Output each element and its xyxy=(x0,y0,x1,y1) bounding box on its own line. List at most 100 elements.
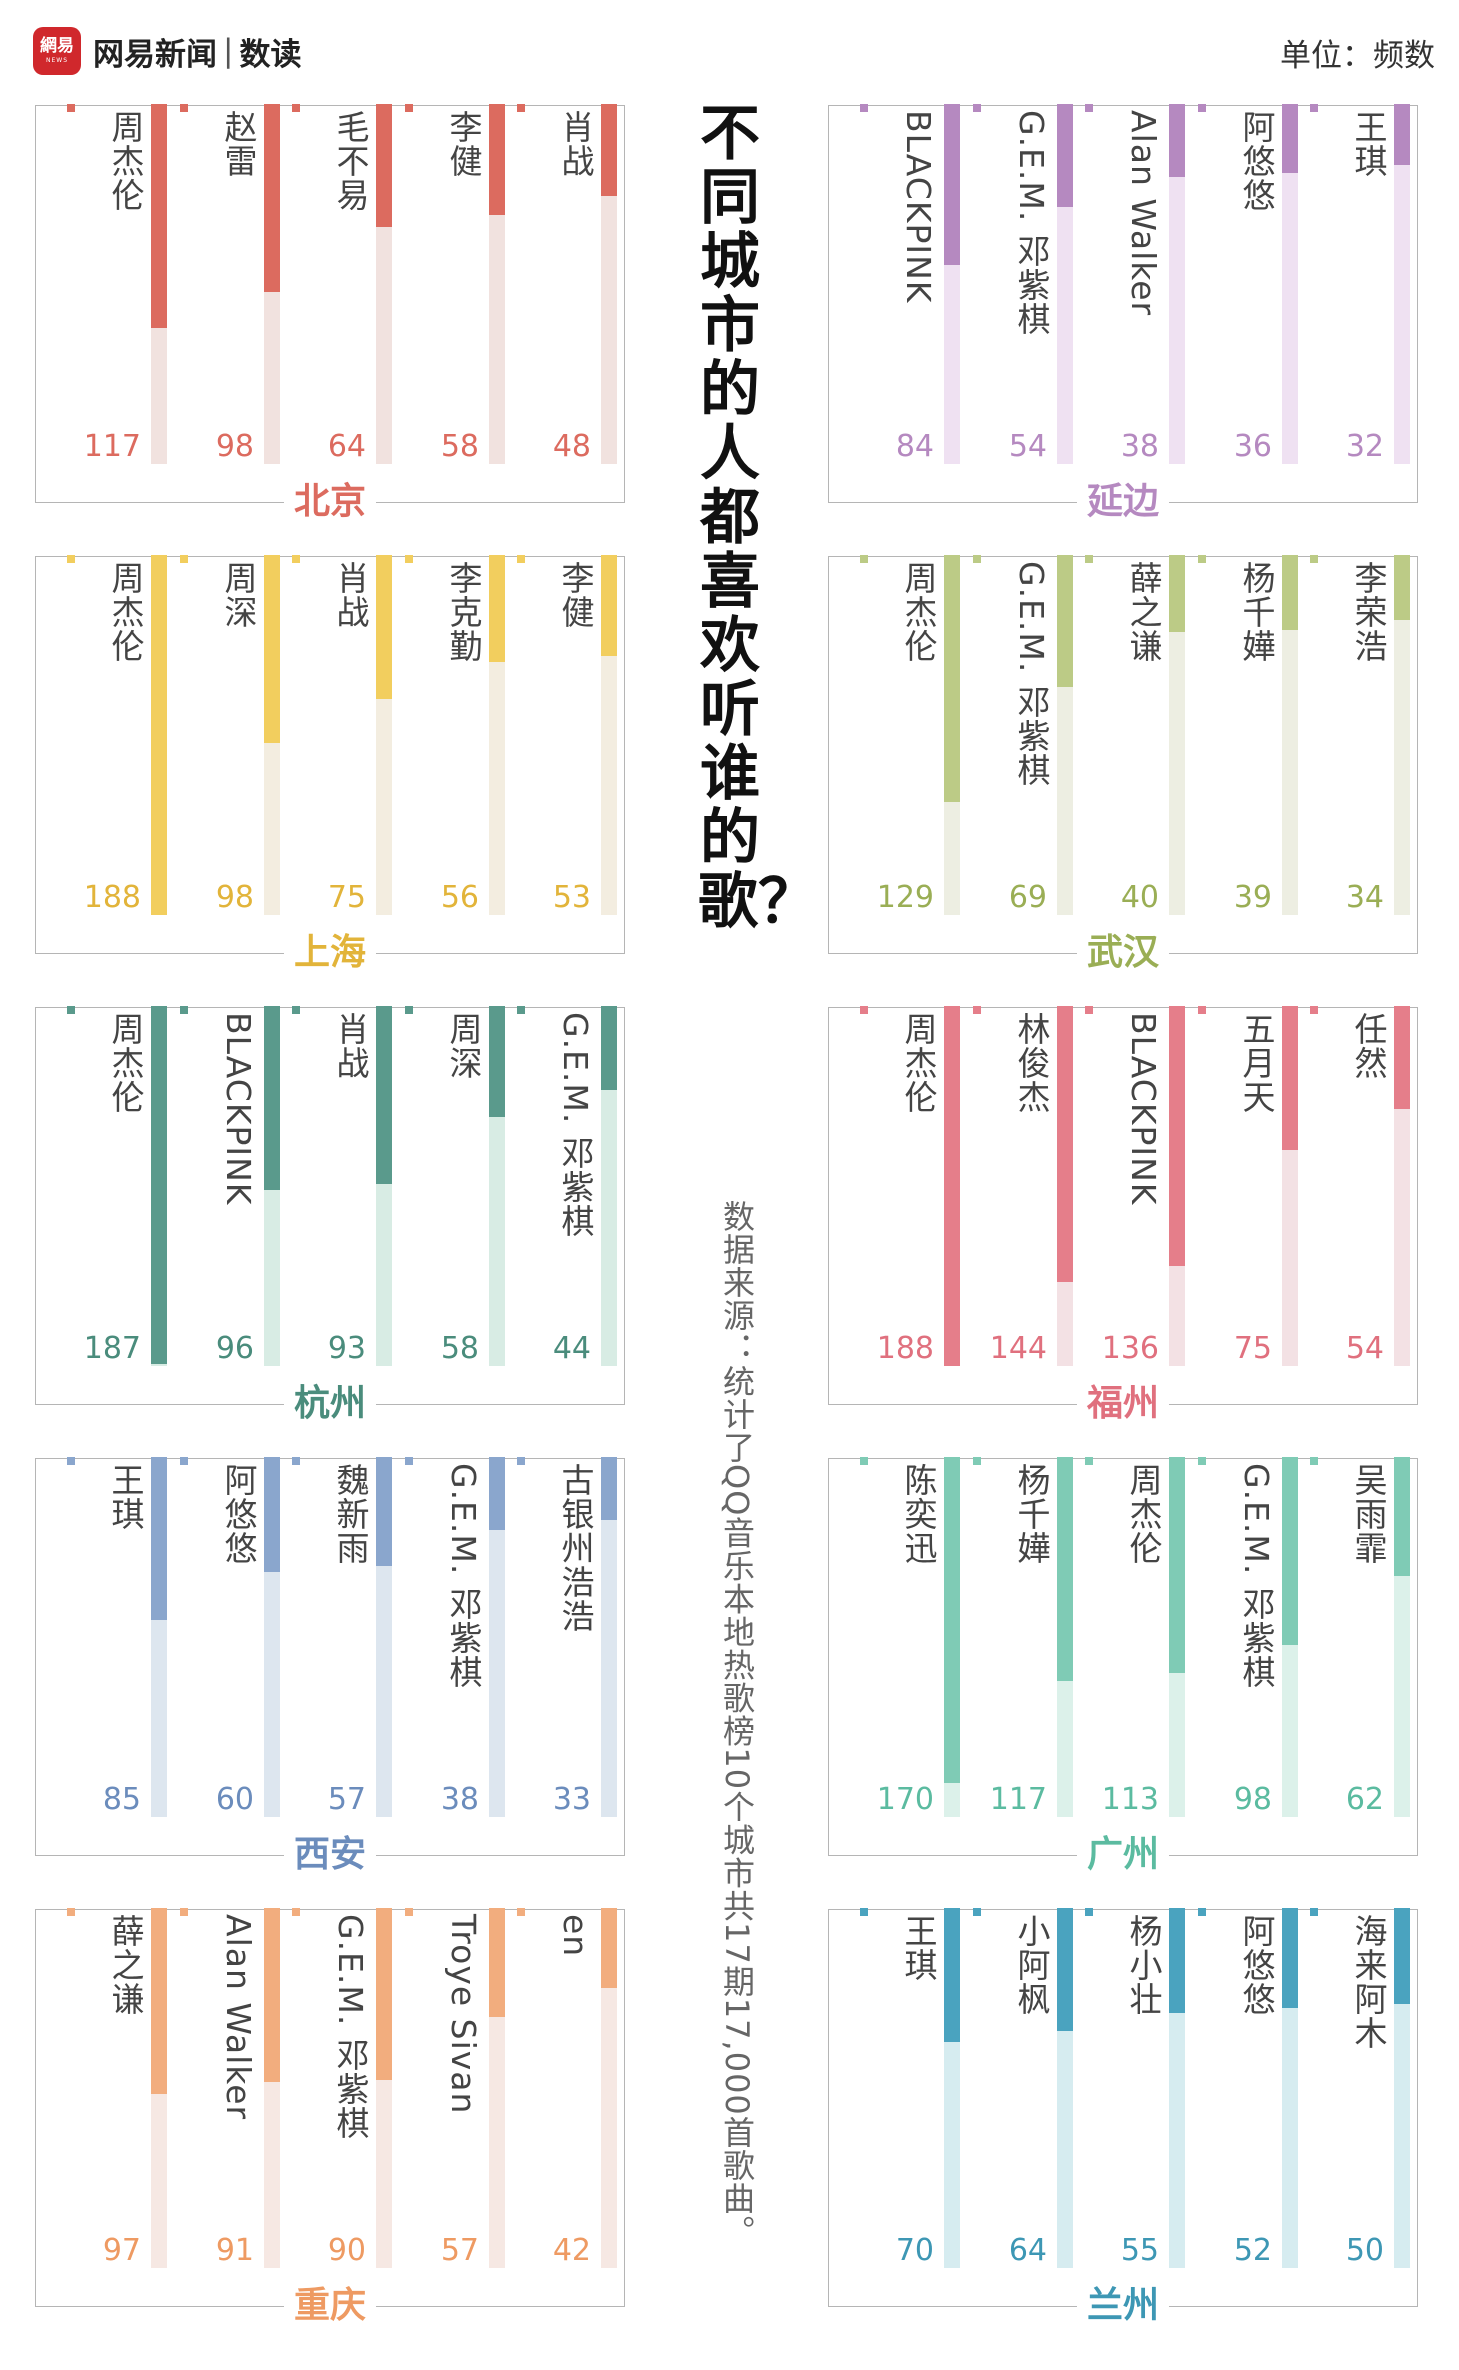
bar-tick-marker xyxy=(180,1908,188,1916)
value-label: 32 xyxy=(1345,429,1384,464)
bar xyxy=(944,104,960,265)
value-label: 62 xyxy=(1345,1782,1384,1817)
bar-column: BLACKPINK 96 xyxy=(180,1006,280,1366)
artist-label: 吴雨霏 xyxy=(1349,1463,1388,1565)
bar-track xyxy=(1169,555,1185,915)
bar-column: 吴雨霏 62 xyxy=(1310,1457,1410,1817)
artist-label: 周杰伦 xyxy=(106,110,145,212)
artist-label: 周深 xyxy=(444,1012,483,1080)
bar xyxy=(1057,1457,1073,1681)
city-panel: 周杰伦 188 周深 98 肖战 75 李克勤 56 李健 53 上海 xyxy=(35,555,625,975)
bar xyxy=(1169,555,1185,632)
artist-label: G.E.M. 邓紫棋 xyxy=(1237,1463,1276,1689)
value-label: 38 xyxy=(440,1782,479,1817)
bar-tick-marker xyxy=(67,1457,75,1465)
bar-tick-marker xyxy=(860,555,868,563)
bar-tick-marker xyxy=(1085,1908,1093,1916)
bar-tick-marker xyxy=(1310,1908,1318,1916)
bar-column: 杨千嬅 39 xyxy=(1198,555,1298,915)
bar-column: 陈奕迅 170 xyxy=(860,1457,960,1817)
bar xyxy=(1282,555,1298,630)
artist-label: 阿悠悠 xyxy=(1237,110,1276,212)
bar-tick-marker xyxy=(517,104,525,112)
bar xyxy=(264,1908,280,2082)
bar-column: G.E.M. 邓紫棋 98 xyxy=(1198,1457,1298,1817)
artist-label: 周深 xyxy=(219,561,258,629)
bar-column: G.E.M. 邓紫棋 38 xyxy=(405,1457,505,1817)
bar-column: 海来阿木 50 xyxy=(1310,1908,1410,2268)
artist-label: 毛不易 xyxy=(331,110,370,212)
value-label: 90 xyxy=(327,2233,366,2268)
value-label: 98 xyxy=(215,429,254,464)
bar-column: 周深 58 xyxy=(405,1006,505,1366)
value-label: 64 xyxy=(327,429,366,464)
value-label: 97 xyxy=(102,2233,141,2268)
value-label: 44 xyxy=(552,1331,591,1366)
bar-column: 李健 58 xyxy=(405,104,505,464)
artist-label: 周杰伦 xyxy=(899,561,938,663)
bar xyxy=(601,1006,617,1090)
artist-label: 杨千嬅 xyxy=(1237,561,1276,663)
bar-track xyxy=(1169,104,1185,464)
city-panel: 陈奕迅 170 杨千嬅 117 周杰伦 113 G.E.M. 邓紫棋 98 吴雨霏 62 广州 xyxy=(828,1457,1418,1877)
bar xyxy=(151,555,167,915)
bar-track xyxy=(601,1908,617,2268)
logo-badge-small-text: NEWS xyxy=(45,57,69,64)
city-label: 兰州 xyxy=(1076,2284,1170,2328)
bar xyxy=(376,104,392,227)
brand-name: 网易新闻 xyxy=(93,36,217,73)
artist-label: BLACKPINK xyxy=(899,110,938,304)
bar xyxy=(489,1006,505,1117)
bar xyxy=(601,1457,617,1520)
value-label: 93 xyxy=(327,1331,366,1366)
bar xyxy=(376,1006,392,1184)
bar-column: 周杰伦 117 xyxy=(67,104,167,464)
bar-tick-marker xyxy=(292,1908,300,1916)
bar-column: BLACKPINK 84 xyxy=(860,104,960,464)
city-label: 西安 xyxy=(283,1833,377,1877)
artist-label: 周杰伦 xyxy=(106,561,145,663)
bar xyxy=(376,555,392,699)
artist-label: 陈奕迅 xyxy=(899,1463,938,1565)
bar-track xyxy=(1282,104,1298,464)
artist-label: 李荣浩 xyxy=(1349,561,1388,663)
bar xyxy=(489,1908,505,2017)
city-panel: 周杰伦 129 G.E.M. 邓紫棋 69 薛之谦 40 杨千嬅 39 李荣浩 34 武汉 xyxy=(828,555,1418,975)
bar-column: 王琪 70 xyxy=(860,1908,960,2268)
bar-column: 五月天 75 xyxy=(1198,1006,1298,1366)
value-label: 39 xyxy=(1233,880,1272,915)
bar-tick-marker xyxy=(1198,104,1206,112)
bar-column: G.E.M. 邓紫棋 69 xyxy=(973,555,1073,915)
artist-label: G.E.M. 邓紫棋 xyxy=(444,1463,483,1689)
city-label: 广州 xyxy=(1076,1833,1170,1877)
bar-tick-marker xyxy=(973,104,981,112)
bar-column: Alan Walker 38 xyxy=(1085,104,1185,464)
bar-tick-marker xyxy=(1310,104,1318,112)
bar xyxy=(1282,104,1298,173)
artist-label: 周杰伦 xyxy=(106,1012,145,1114)
bar-tick-marker xyxy=(180,555,188,563)
bar-tick-marker xyxy=(860,1006,868,1014)
bar-column: G.E.M. 邓紫棋 44 xyxy=(517,1006,617,1366)
bar-track xyxy=(1394,104,1410,464)
bar-column: 肖战 48 xyxy=(517,104,617,464)
bar-track xyxy=(1394,555,1410,915)
bar-tick-marker xyxy=(180,1006,188,1014)
bar xyxy=(1057,1006,1073,1282)
value-label: 52 xyxy=(1233,2233,1272,2268)
value-label: 170 xyxy=(876,1782,934,1817)
city-panel: 周杰伦 188 林俊杰 144 BLACKPINK 136 五月天 75 任然 54 福州 xyxy=(828,1006,1418,1426)
bar-tick-marker xyxy=(973,1006,981,1014)
bar xyxy=(264,1006,280,1190)
bar xyxy=(601,555,617,656)
artist-label: 王琪 xyxy=(106,1463,145,1531)
value-label: 42 xyxy=(552,2233,591,2268)
value-label: 53 xyxy=(552,880,591,915)
value-label: 113 xyxy=(1101,1782,1159,1817)
value-label: 60 xyxy=(215,1782,254,1817)
bar xyxy=(1282,1908,1298,2008)
value-label: 91 xyxy=(215,2233,254,2268)
bar xyxy=(151,1457,167,1620)
bar-tick-marker xyxy=(1085,1006,1093,1014)
bar-tick-marker xyxy=(1198,555,1206,563)
